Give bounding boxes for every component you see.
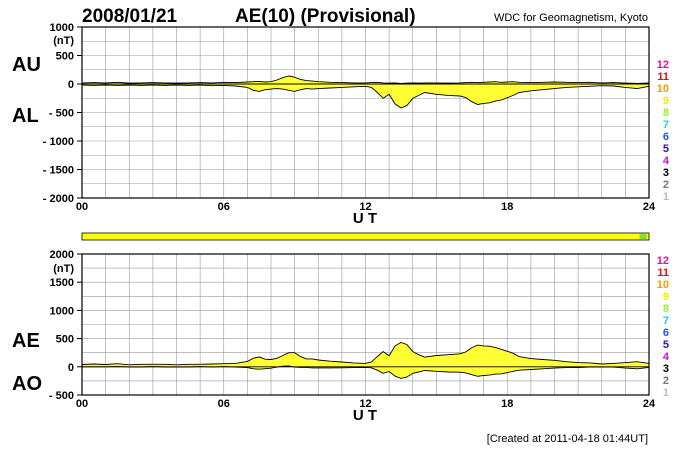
ae-line bbox=[81, 342, 650, 366]
x-tick-label: 00 bbox=[76, 201, 88, 213]
station-count-label: 11 bbox=[657, 267, 669, 279]
y-tick-label: - 1000 bbox=[43, 136, 74, 148]
station-count-label: 4 bbox=[663, 155, 670, 167]
station-count-label: 4 bbox=[663, 351, 670, 363]
au-al-panel: AU AL (nT) U T 1000 500 0 - 500 - 1000 - 1500… bbox=[12, 22, 656, 227]
x-tick-label: 06 bbox=[218, 201, 230, 213]
x-tick-label: 00 bbox=[76, 398, 88, 410]
station-count-label: 1 bbox=[663, 191, 669, 203]
station-count-band-marker bbox=[639, 234, 647, 239]
grid bbox=[82, 27, 649, 198]
y-tick-label: 500 bbox=[56, 334, 74, 346]
y-tick-label: 500 bbox=[56, 51, 74, 63]
y-tick-label: 0 bbox=[68, 79, 74, 91]
station-count-label: 2 bbox=[663, 179, 669, 191]
date-label: 2008/01/21 bbox=[82, 6, 178, 27]
station-count-band bbox=[81, 232, 650, 241]
station-count-label: 11 bbox=[657, 71, 669, 83]
unit-label: (nT) bbox=[53, 263, 74, 275]
x-axis-label: U T bbox=[353, 407, 377, 424]
station-count-label: 3 bbox=[663, 363, 669, 375]
station-count-label: 3 bbox=[663, 167, 669, 179]
y-tick-label: - 500 bbox=[49, 108, 74, 120]
y-tick-label: 0 bbox=[68, 362, 74, 374]
x-axis-label: U T bbox=[353, 210, 377, 227]
x-tick-label: 06 bbox=[218, 398, 230, 410]
x-tick-label: 18 bbox=[501, 201, 513, 213]
source-label: WDC for Geomagnetism, Kyoto bbox=[494, 12, 648, 24]
x-tick-label: 12 bbox=[359, 201, 371, 213]
plot-frame bbox=[81, 253, 650, 396]
unit-label: (nT) bbox=[53, 35, 74, 47]
station-count-label: 1 bbox=[663, 387, 669, 399]
created-timestamp: [Created at 2011-04-18 01:44UT] bbox=[487, 433, 648, 445]
y-tick-label: 2000 bbox=[50, 249, 74, 261]
y-tick-label: 1000 bbox=[50, 22, 74, 34]
au-series-label: AU bbox=[12, 54, 41, 76]
al-line bbox=[81, 84, 650, 109]
station-count-label: 6 bbox=[663, 131, 669, 143]
station-count-label: 6 bbox=[663, 327, 669, 339]
station-count-label: 10 bbox=[657, 279, 669, 291]
station-count-label: 12 bbox=[657, 59, 669, 71]
x-tick-label: 12 bbox=[359, 398, 371, 410]
station-count-label: 7 bbox=[663, 119, 669, 131]
figure-title: AE(10) (Provisional) bbox=[235, 6, 416, 27]
station-count-label: 5 bbox=[663, 143, 669, 155]
station-count-label: 12 bbox=[657, 255, 669, 267]
station-count-label: 8 bbox=[663, 303, 669, 315]
station-count-label: 7 bbox=[663, 315, 669, 327]
station-count-label: 9 bbox=[663, 291, 669, 303]
station-count-label: 5 bbox=[663, 339, 669, 351]
station-count-label: 8 bbox=[663, 107, 669, 119]
ao-series-label: AO bbox=[12, 373, 42, 395]
y-tick-label: 1000 bbox=[50, 305, 74, 317]
x-tick-label: 18 bbox=[501, 398, 513, 410]
al-series-label: AL bbox=[12, 105, 39, 127]
y-tick-label: - 2000 bbox=[43, 193, 74, 205]
x-tick-label: 24 bbox=[643, 398, 656, 410]
x-tick-label: 24 bbox=[643, 201, 656, 213]
au-line bbox=[81, 75, 650, 84]
y-tick-label: 1500 bbox=[50, 277, 74, 289]
station-count-label: 10 bbox=[657, 83, 669, 95]
y-tick-label: - 1500 bbox=[43, 165, 74, 177]
grid bbox=[82, 254, 649, 395]
station-count-label: 9 bbox=[663, 95, 669, 107]
station-count-label: 2 bbox=[663, 375, 669, 387]
y-tick-label: - 500 bbox=[49, 390, 74, 402]
ae-series-label: AE bbox=[12, 330, 40, 352]
